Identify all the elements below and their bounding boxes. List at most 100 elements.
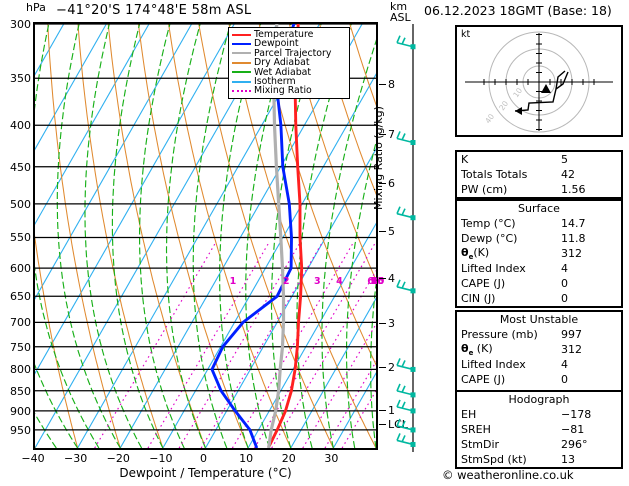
wind-barb bbox=[396, 206, 416, 221]
hodograph-stats-table: Hodograph EH −178 SREH −81 StmDir 296° StmSpd (… bbox=[455, 390, 623, 469]
table-key: CAPE (J) bbox=[461, 277, 506, 290]
height-tick-label: 2 bbox=[388, 361, 395, 375]
height-tick bbox=[379, 410, 386, 412]
height-tick-label: 6 bbox=[388, 177, 395, 191]
hodograph-panel[interactable]: kt 10 20 40 bbox=[455, 25, 623, 137]
legend-swatch bbox=[232, 33, 251, 36]
table-key: Temp (°C) bbox=[461, 217, 516, 230]
copyright-label: © weatheronline.co.uk bbox=[442, 468, 574, 482]
table-key: PW (cm) bbox=[461, 183, 508, 196]
table-row: Pressure (mb) 997 bbox=[457, 327, 621, 342]
table-key: Pressure (mb) bbox=[461, 328, 538, 341]
pressure-tick-label: 800 bbox=[10, 363, 31, 377]
hodograph-ring-label: 40 bbox=[483, 112, 496, 125]
legend-label: Dry Adiabat bbox=[254, 57, 310, 69]
table-value: 5 bbox=[561, 153, 568, 166]
legend-item: Temperature bbox=[232, 30, 346, 39]
legend-label: Dewpoint bbox=[254, 38, 299, 50]
table-key: θe (K) bbox=[461, 341, 493, 358]
table-row: θe (K) 312 bbox=[457, 342, 621, 357]
temperature-tick-label: −40 bbox=[21, 452, 45, 465]
table-value: 1.56 bbox=[561, 183, 586, 196]
height-tick-label: 4 bbox=[388, 271, 395, 285]
legend-item: Wet Adiabat bbox=[232, 66, 346, 78]
table-row: Lifted Index 4 bbox=[457, 261, 621, 276]
table-value: 4 bbox=[561, 262, 568, 275]
table-key: K bbox=[461, 153, 469, 166]
skewt-plot[interactable] bbox=[33, 22, 378, 450]
legend-item: Mixing Ratio bbox=[232, 85, 346, 97]
height-unit-line2: ASL bbox=[390, 11, 411, 24]
table-value: 312 bbox=[561, 247, 582, 260]
hodograph-ring-label: 10 bbox=[511, 86, 524, 99]
height-tick bbox=[379, 277, 386, 279]
pressure-tick-label: 350 bbox=[10, 72, 31, 86]
table-row: θe(K) 312 bbox=[457, 246, 621, 261]
pressure-tick-label: 750 bbox=[10, 340, 31, 354]
legend-item: Parcel Trajectory bbox=[232, 47, 346, 59]
table-value: 0 bbox=[561, 292, 568, 305]
legend-swatch bbox=[232, 80, 251, 83]
table-row: CAPE (J) 0 bbox=[457, 276, 621, 291]
temperature-tick-label: −10 bbox=[149, 452, 173, 465]
temperature-tick-label: −20 bbox=[106, 452, 130, 465]
pressure-tick-label: 550 bbox=[10, 231, 31, 245]
legend: Temperature Dewpoint Parcel Trajectory Dry … bbox=[228, 27, 350, 99]
wind-barb bbox=[396, 131, 416, 145]
wind-barb bbox=[396, 279, 416, 294]
temperature-tick-label: −30 bbox=[64, 452, 88, 465]
table-value: 42 bbox=[561, 168, 575, 181]
table-row: Totals Totals 42 bbox=[457, 167, 621, 182]
legend-label: Isotherm bbox=[254, 75, 296, 87]
table-row: StmSpd (kt) 13 bbox=[457, 452, 621, 467]
wind-barb-column bbox=[396, 24, 416, 452]
temperature-tick-label: 30 bbox=[324, 452, 339, 465]
table-title: Hodograph bbox=[508, 393, 570, 406]
table-value: 0 bbox=[561, 373, 568, 386]
table-row: PW (cm) 1.56 bbox=[457, 182, 621, 197]
table-value: 13 bbox=[561, 453, 575, 466]
wind-barb bbox=[396, 358, 416, 372]
height-tick bbox=[379, 322, 386, 324]
pressure-tick-label: 650 bbox=[10, 290, 31, 304]
wind-barb bbox=[396, 399, 416, 414]
skewt-canvas bbox=[35, 24, 376, 448]
height-tick-label: 3 bbox=[388, 316, 395, 330]
table-key: StmSpd (kt) bbox=[461, 453, 527, 466]
legend-swatch bbox=[232, 43, 251, 46]
table-row: CIN (J) 0 bbox=[457, 291, 621, 306]
indices-table: K 5 Totals Totals 42 PW (cm) 1.56 bbox=[455, 150, 623, 199]
legend-label: Temperature bbox=[254, 29, 314, 40]
table-key: EH bbox=[461, 408, 477, 421]
legend-label: Wet Adiabat bbox=[254, 66, 312, 78]
table-value: −178 bbox=[561, 408, 592, 421]
wind-barb bbox=[396, 35, 416, 50]
legend-label: Mixing Ratio bbox=[254, 85, 312, 97]
lcl-tick bbox=[379, 424, 386, 426]
pressure-tick-label: 700 bbox=[10, 316, 31, 330]
pressure-tick-label: 600 bbox=[10, 262, 31, 276]
x-axis-title: Dewpoint / Temperature (°C) bbox=[119, 466, 292, 480]
pressure-unit-label: hPa bbox=[26, 1, 46, 14]
table-key: CAPE (J) bbox=[461, 373, 506, 386]
temperature-axis: −40 −30 −20 −10 0 10 20 30 bbox=[21, 452, 378, 468]
table-value: 4 bbox=[561, 358, 568, 371]
table-row: Temp (°C) 14.7 bbox=[457, 216, 621, 231]
height-tick-label: 1 bbox=[388, 404, 395, 418]
temperature-tick-label: 10 bbox=[239, 452, 254, 465]
legend-label: Parcel Trajectory bbox=[254, 47, 332, 59]
height-tick bbox=[379, 134, 386, 136]
forecast-datetime-label: 06.12.2023 18GMT (Base: 18) bbox=[424, 3, 612, 18]
table-title: Surface bbox=[518, 202, 560, 215]
pressure-tick-label: 950 bbox=[10, 423, 31, 437]
pressure-tick-label: 450 bbox=[10, 160, 31, 174]
height-unit-line1: km bbox=[390, 0, 408, 13]
table-row: StmDir 296° bbox=[457, 437, 621, 452]
station-location-label: −41°20'S 174°48'E 58m ASL bbox=[56, 3, 252, 18]
temperature-tick-label: 20 bbox=[281, 452, 296, 465]
pressure-tick-label: 500 bbox=[10, 197, 31, 211]
pressure-axis: 300 350 400 450 500 550 600 650 700 750 800 850 900 9… bbox=[0, 18, 31, 450]
pressure-tick-label: 850 bbox=[10, 384, 31, 398]
